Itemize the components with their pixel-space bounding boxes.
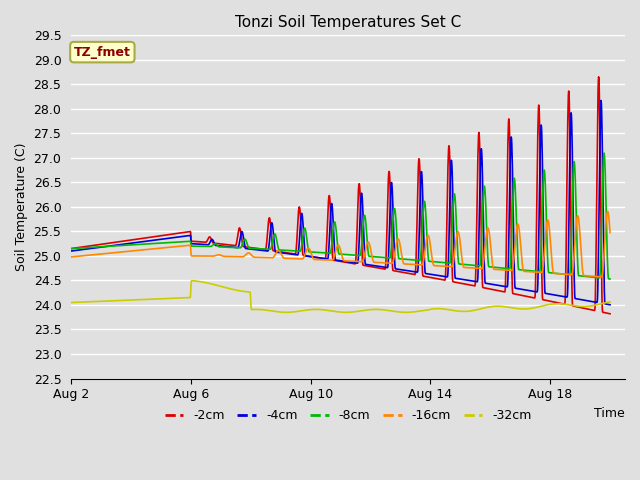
Text: TZ_fmet: TZ_fmet bbox=[74, 46, 131, 59]
Y-axis label: Soil Temperature (C): Soil Temperature (C) bbox=[15, 143, 28, 271]
Legend: -2cm, -4cm, -8cm, -16cm, -32cm: -2cm, -4cm, -8cm, -16cm, -32cm bbox=[159, 404, 536, 427]
Title: Tonzi Soil Temperatures Set C: Tonzi Soil Temperatures Set C bbox=[235, 15, 461, 30]
X-axis label: Time: Time bbox=[595, 407, 625, 420]
